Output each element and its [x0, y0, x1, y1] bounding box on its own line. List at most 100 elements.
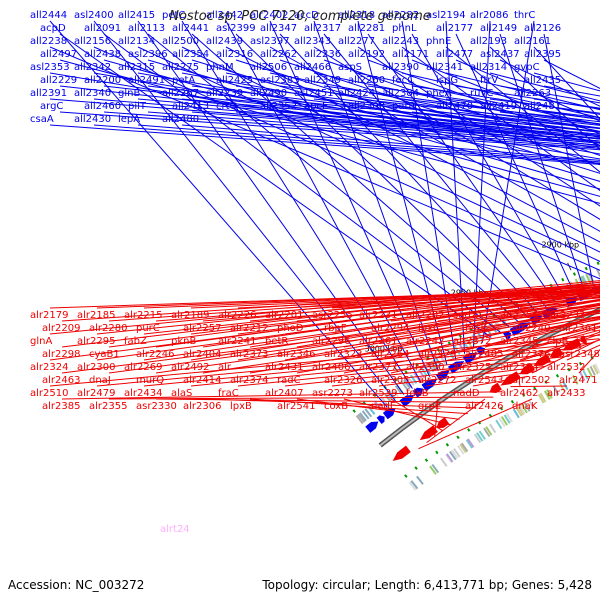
reverse-gene-label: coxB [324, 401, 348, 412]
reverse-gene-label: alr2434 [124, 388, 162, 399]
forward-gene-label: all2419 [480, 101, 517, 112]
reverse-gene-label: alr2471 [559, 375, 597, 386]
reverse-gene-label: asr2255 [312, 310, 353, 321]
forward-gene-label: asl2396 [128, 49, 168, 60]
forward-gene-leader [93, 20, 396, 402]
reverse-gene-label: hstK [465, 323, 487, 334]
genome-summary: Topology: circular; Length: 6,413,771 bp… [262, 578, 592, 592]
forward-gene-leader [181, 124, 600, 161]
reverse-gene-label: alr2323 [324, 349, 362, 360]
forward-gene-label: all2267 [162, 88, 199, 99]
forward-gene-leader [543, 59, 600, 90]
forward-gene-leader [401, 98, 600, 123]
forward-gene-label: all2343 [294, 36, 331, 47]
forward-gene-label: aspS [338, 62, 362, 73]
reverse-gene-leader [296, 398, 460, 420]
forward-gene-label: asl2399 [216, 23, 256, 34]
reverse-gene-leader [331, 361, 555, 387]
tick-label: 2900 kbp [541, 241, 579, 250]
reverse-gene-leader [296, 290, 600, 322]
reverse-cog-strip [505, 412, 513, 423]
reverse-cog-strip [523, 402, 531, 412]
reverse-gene-label: fraC [218, 388, 239, 399]
reverse-gene-leader [343, 398, 452, 426]
reverse-gene-label: alr2215 [124, 310, 162, 321]
reverse-gene-label: dnaK [512, 401, 538, 412]
reverse-gene-arrow [489, 382, 502, 393]
reverse-gene-label: alr2541 [277, 401, 315, 412]
reverse-cog-strip [537, 393, 545, 404]
reverse-gene-label: alr2201 [265, 310, 303, 321]
reverse-cog-strip [512, 408, 520, 419]
forward-gene-leader [191, 111, 600, 146]
map-title: Nostoc sp. PCC 7120, complete genome [169, 9, 431, 24]
forward-gene-leader [323, 111, 600, 139]
reverse-cog-strip [498, 417, 506, 428]
forward-gene-leader [49, 20, 388, 408]
reverse-cog-strip [408, 481, 417, 491]
accession-text: Accession: NC_003272 [8, 578, 145, 592]
reverse-cog-strip [517, 405, 525, 416]
reverse-gene-label: alr2479 [77, 388, 115, 399]
forward-gene-leader [411, 59, 600, 135]
forward-gene-leader [455, 111, 600, 130]
reverse-cog-strip [416, 475, 424, 485]
reverse-gene-leader [96, 338, 600, 387]
forward-gene-label: all2497 [40, 49, 77, 60]
reverse-gene-leader [284, 302, 600, 361]
reverse-gene-label: alr2350 [406, 362, 444, 373]
forward-gene-label: phnM [206, 62, 234, 73]
reverse-gene-label: alr2404 [183, 349, 221, 360]
reverse-gene-label: alr2326 [324, 375, 362, 386]
reverse-gene-label: alr2361 [559, 323, 597, 334]
reverse-gene-label: alr2406 [312, 362, 350, 373]
forward-cog-strip [403, 379, 411, 389]
forward-gene-label: apcF [304, 101, 328, 112]
reverse-cog-strip [561, 380, 569, 391]
forward-gene-label: asl2437 [480, 49, 520, 60]
reverse-gene-leader [237, 289, 600, 309]
reverse-gene-label: asr2348 [559, 349, 600, 360]
reverse-gene-label: alr [218, 362, 232, 373]
reverse-gene-label: asr2330 [136, 401, 177, 412]
forward-gene-label: all2442 [206, 10, 243, 21]
reverse-gene-label: lpxB [230, 401, 252, 412]
reverse-gene-leader [284, 290, 600, 309]
forward-gene-leader [225, 46, 600, 243]
reverse-gene-label: alr2300 [77, 362, 115, 373]
reverse-gene-leader [378, 365, 546, 387]
forward-gene-label: pheA [426, 88, 452, 99]
forward-gene-leader [103, 59, 600, 197]
reverse-gene-leader [484, 317, 600, 348]
reverse-cog-strip [450, 449, 459, 459]
forward-gene-label: phnE [426, 36, 451, 47]
forward-gene-label: all2349 [304, 75, 341, 86]
reverse-gene-label: alr2510 [30, 388, 68, 399]
reverse-gene-label: alr2202 [406, 310, 444, 321]
forward-gene-label: phnL [392, 23, 417, 34]
reverse-cog-strip [467, 438, 475, 448]
reverse-gene-leader [143, 283, 600, 335]
reverse-gene-leader [108, 306, 600, 374]
reverse-cog-strip [552, 385, 560, 396]
forward-gene-arrow [365, 421, 379, 433]
reverse-gene-label: alr2306 [183, 401, 221, 412]
forward-gene-label: asl2194 [426, 10, 466, 21]
forward-gene-label: all2491 [128, 75, 165, 86]
reverse-gene-label: alr2377 [359, 362, 397, 373]
reverse-gene-leader [390, 325, 600, 374]
forward-gene-leader [59, 33, 492, 338]
forward-gene-label: argC [40, 101, 63, 112]
reverse-gene-leader [96, 290, 600, 361]
forward-gene-label: asl2451 [294, 88, 334, 99]
reverse-gene-leader [61, 391, 502, 400]
forward-gene-label: all2134 [118, 36, 155, 47]
forward-gene-label: alr2402 [250, 10, 288, 21]
forward-gene-label: all2156 [74, 36, 111, 47]
reverse-gene-leader [108, 283, 600, 348]
forward-gene-label: all2177 [436, 23, 473, 34]
forward-gene-leader [137, 98, 600, 140]
reverse-gene-label: clpB [547, 336, 569, 347]
reverse-gene-label: alr2543 [465, 375, 503, 386]
reverse-gene-label: alr2492 [171, 362, 209, 373]
